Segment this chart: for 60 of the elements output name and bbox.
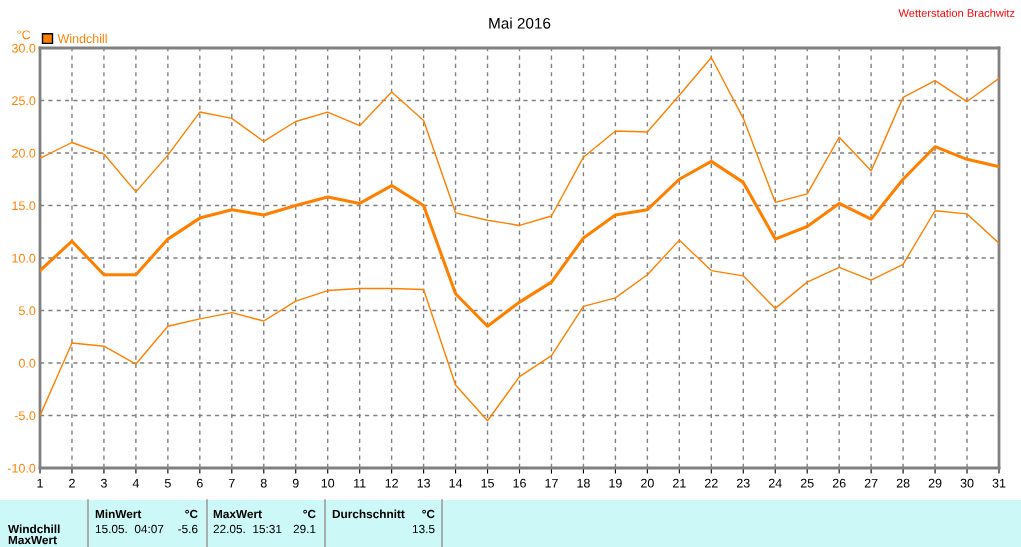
x-tick-label: 5 bbox=[164, 478, 171, 488]
line-series bbox=[40, 210, 999, 422]
y-tick-label: 30.0 bbox=[11, 43, 36, 53]
x-tick-label: 12 bbox=[385, 478, 398, 488]
chart-title: Mai 2016 bbox=[489, 17, 551, 29]
x-tick-label: 1 bbox=[37, 478, 43, 488]
x-tick-label: 30 bbox=[960, 478, 974, 488]
x-tick-label: 19 bbox=[609, 478, 622, 488]
x-tick-label: 9 bbox=[292, 478, 299, 488]
text: Wetterstation Brachwitz bbox=[898, 8, 1015, 17]
text: MaxWert bbox=[8, 535, 57, 545]
text: °C bbox=[422, 509, 435, 519]
y-tick-label: 25.0 bbox=[12, 96, 36, 106]
x-tick-label: 8 bbox=[260, 478, 267, 488]
x-tick-label: 31 bbox=[992, 478, 1006, 488]
x-tick-label: 13 bbox=[417, 478, 430, 488]
x-tick-label: 11 bbox=[354, 478, 366, 488]
y-tick-label: -10.0 bbox=[7, 463, 36, 473]
text: MinWert bbox=[95, 509, 142, 519]
y-tick-label: 20.0 bbox=[12, 148, 36, 158]
x-tick-label: 25 bbox=[800, 478, 814, 488]
text: 13.5 bbox=[412, 524, 435, 534]
text: 29.1 bbox=[293, 524, 316, 534]
text: 15.05. 04:07 bbox=[95, 524, 164, 534]
x-tick-label: 28 bbox=[896, 478, 910, 488]
text: °C bbox=[185, 509, 198, 519]
legend-label: Windchill bbox=[57, 33, 107, 44]
x-tick-label: 7 bbox=[228, 478, 235, 488]
x-tick-label: 3 bbox=[100, 478, 107, 488]
y-tick-label: 10.0 bbox=[12, 253, 36, 263]
y-tick-label: 0.0 bbox=[18, 358, 36, 368]
line-series bbox=[40, 56, 999, 227]
line-series bbox=[40, 145, 999, 328]
x-tick-label: 21 bbox=[673, 478, 686, 488]
x-tick-label: 24 bbox=[768, 478, 782, 488]
text: MaxWert bbox=[213, 509, 262, 519]
x-tick-label: 20 bbox=[641, 478, 654, 488]
text: °C bbox=[303, 509, 316, 519]
x-tick-label: 15 bbox=[481, 478, 494, 488]
x-tick-label: 23 bbox=[736, 478, 750, 488]
x-tick-label: 22 bbox=[704, 478, 718, 488]
y-tick-label: -5.0 bbox=[14, 411, 36, 421]
text: Windchill bbox=[8, 524, 60, 534]
x-tick-label: 4 bbox=[132, 478, 140, 488]
text: 22.05. 15:31 bbox=[213, 524, 282, 534]
x-tick-label: 6 bbox=[196, 478, 203, 488]
x-tick-label: 26 bbox=[832, 478, 846, 488]
x-tick-label: 10 bbox=[321, 478, 335, 488]
x-tick-label: 18 bbox=[577, 478, 590, 488]
x-tick-label: 29 bbox=[928, 478, 942, 488]
x-tick-label: 27 bbox=[864, 478, 878, 488]
y-tick-label: 5.0 bbox=[18, 306, 36, 316]
text: -5.6 bbox=[178, 524, 198, 534]
y-axis-title: °C bbox=[17, 30, 31, 40]
x-tick-label: 16 bbox=[513, 478, 526, 488]
y-tick-label: 15.0 bbox=[12, 201, 36, 211]
x-tick-label: 2 bbox=[69, 478, 75, 488]
text: Durchschnitt bbox=[332, 509, 405, 519]
x-tick-label: 14 bbox=[449, 478, 463, 488]
x-tick-label: 17 bbox=[545, 478, 558, 488]
